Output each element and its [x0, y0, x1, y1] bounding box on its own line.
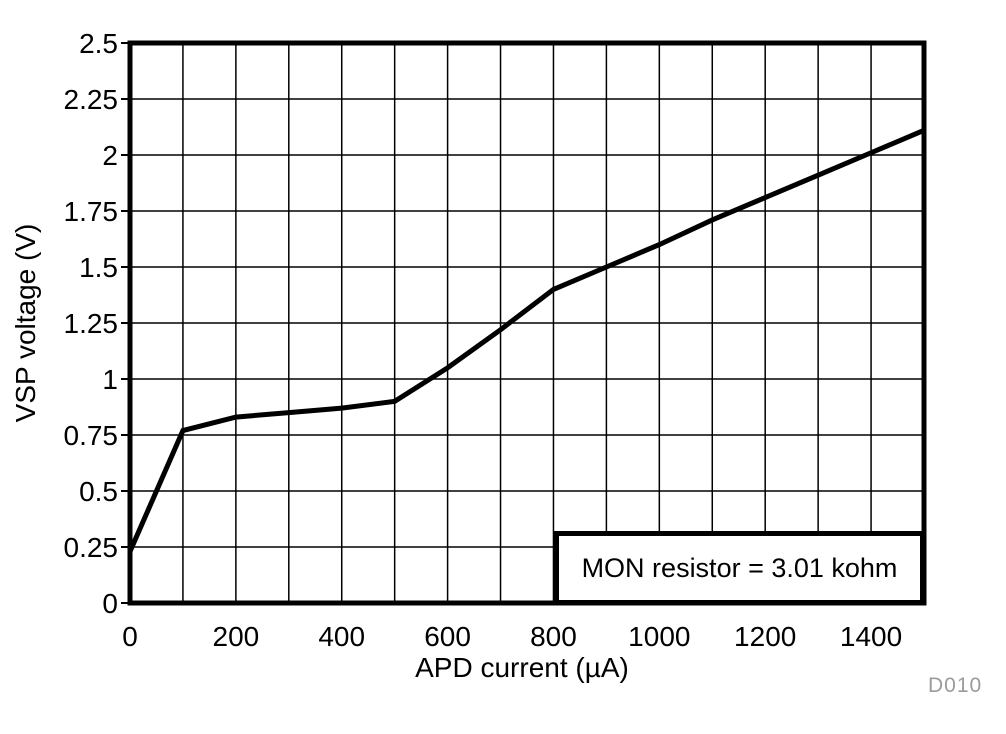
x-tick-label: 0: [122, 621, 138, 652]
x-tick-label: 1200: [734, 621, 796, 652]
y-tick-label: 1.5: [79, 252, 118, 283]
x-tick-label: 400: [318, 621, 365, 652]
y-tick-label: 1: [102, 364, 118, 395]
x-tick-label: 800: [530, 621, 577, 652]
y-axis-title: VSP voltage (V): [10, 223, 41, 423]
legend-text: MON resistor = 3.01 kohm: [581, 552, 898, 583]
x-axis-title: APD current (µA): [415, 652, 629, 683]
legend-box: MON resistor = 3.01 kohm: [554, 531, 925, 605]
y-tick-label: 2: [102, 140, 118, 171]
x-tick-label: 600: [424, 621, 471, 652]
y-tick-label: 1.75: [64, 196, 119, 227]
y-tick-label: 2.25: [64, 84, 119, 115]
y-tick-label: 0.25: [64, 532, 119, 563]
data-line: [127, 128, 925, 553]
y-tick-label: 0.5: [79, 476, 118, 507]
y-tick-label: 0: [102, 588, 118, 619]
y-tick-label: 1.25: [64, 308, 119, 339]
plot-frame: [127, 40, 927, 606]
x-tick-label: 200: [213, 621, 260, 652]
x-tick-label: 1400: [840, 621, 902, 652]
x-tick-label: 1000: [628, 621, 690, 652]
watermark: D010: [928, 674, 983, 697]
y-tick-label: 0.75: [64, 420, 119, 451]
y-tick-label: 2.5: [79, 28, 118, 59]
